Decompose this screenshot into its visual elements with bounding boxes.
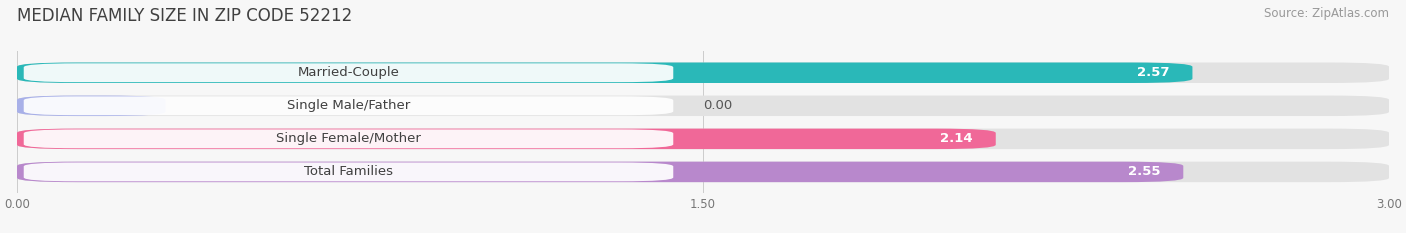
Text: Source: ZipAtlas.com: Source: ZipAtlas.com (1264, 7, 1389, 20)
FancyBboxPatch shape (24, 162, 673, 181)
Text: 2.55: 2.55 (1128, 165, 1160, 178)
Text: MEDIAN FAMILY SIZE IN ZIP CODE 52212: MEDIAN FAMILY SIZE IN ZIP CODE 52212 (17, 7, 352, 25)
Text: 2.57: 2.57 (1137, 66, 1170, 79)
FancyBboxPatch shape (17, 62, 1389, 83)
Text: Married-Couple: Married-Couple (298, 66, 399, 79)
FancyBboxPatch shape (24, 63, 673, 82)
FancyBboxPatch shape (24, 130, 673, 148)
Text: Single Male/Father: Single Male/Father (287, 99, 411, 112)
Text: 0.00: 0.00 (703, 99, 733, 112)
FancyBboxPatch shape (24, 96, 673, 115)
Text: Total Families: Total Families (304, 165, 394, 178)
FancyBboxPatch shape (17, 96, 1389, 116)
Text: Single Female/Mother: Single Female/Mother (276, 132, 420, 145)
FancyBboxPatch shape (17, 62, 1192, 83)
FancyBboxPatch shape (17, 129, 1389, 149)
FancyBboxPatch shape (17, 129, 995, 149)
FancyBboxPatch shape (17, 162, 1389, 182)
FancyBboxPatch shape (17, 162, 1184, 182)
FancyBboxPatch shape (17, 96, 166, 116)
Text: 2.14: 2.14 (941, 132, 973, 145)
